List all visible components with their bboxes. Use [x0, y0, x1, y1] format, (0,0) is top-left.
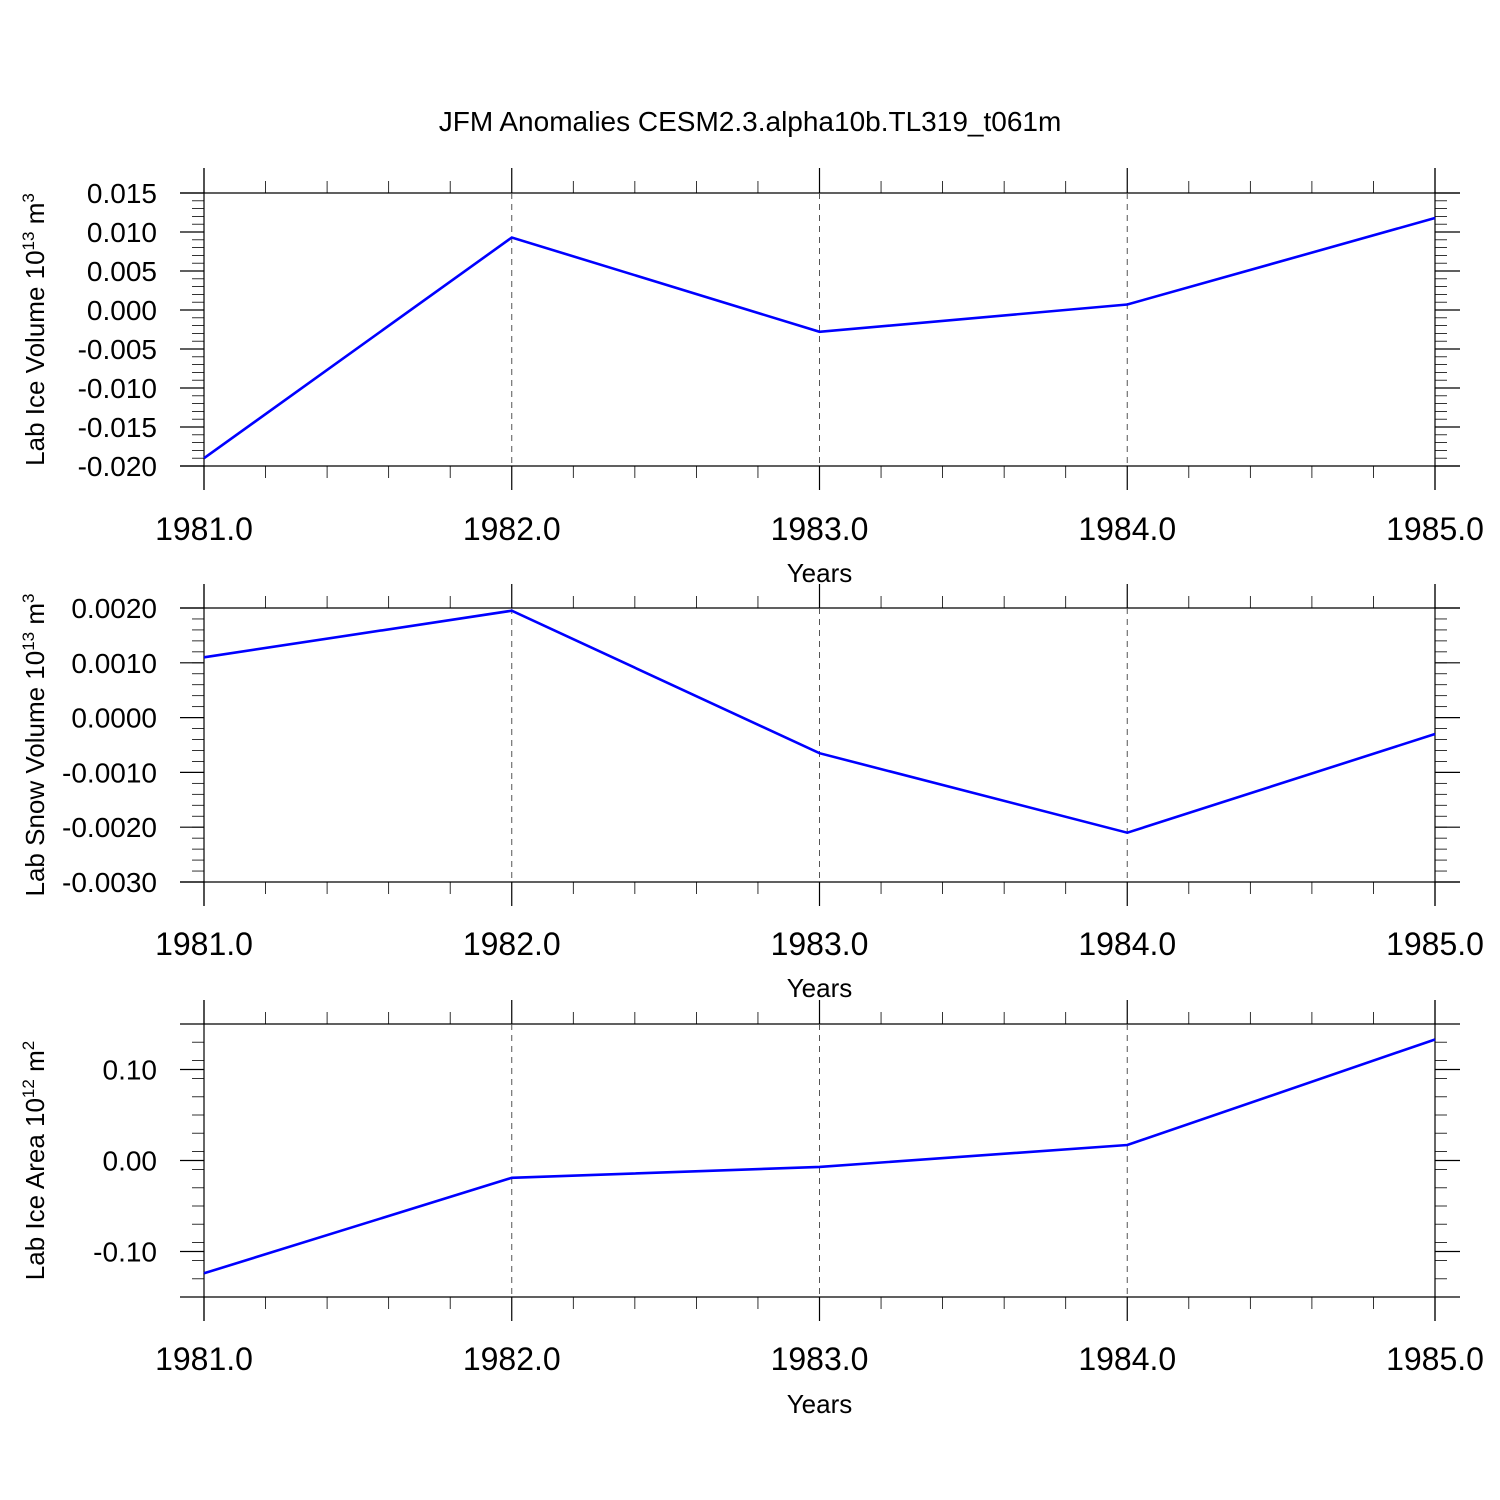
y-tick-label: -0.10	[93, 1237, 157, 1268]
y-tick-label: 0.0000	[71, 703, 157, 734]
series-line	[203, 609, 1436, 835]
x-tick-label: 1981.0	[155, 926, 253, 962]
x-tick-label: 1983.0	[771, 1341, 869, 1377]
y-tick-label: -0.020	[78, 451, 157, 482]
series-line	[203, 216, 1436, 460]
x-tick-label: 1983.0	[771, 926, 869, 962]
y-axis-title: Lab Snow Volume 1013 m3	[19, 593, 50, 896]
y-tick-label: 0.00	[103, 1146, 158, 1177]
series-line	[203, 1038, 1436, 1275]
y-tick-label: 0.005	[87, 256, 157, 287]
y-tick-label: 0.000	[87, 295, 157, 326]
y-tick-label: -0.0020	[62, 812, 157, 843]
panel-3: 1981.0 1982.0 1983.0 1984.0 1985.0 0.10 0.00 -0…	[19, 1000, 1484, 1419]
y-tick-label: -0.005	[78, 334, 157, 365]
x-tick-label: 1981.0	[155, 511, 253, 547]
panel-1: 1981.0 1982.0 1983.0 1984.0 1985.0 0.015 0.010…	[19, 168, 1484, 588]
y-tick-label: 0.015	[87, 178, 157, 209]
x-axis-title: Years	[787, 973, 853, 1003]
panel-2: 1981.0 1982.0 1983.0 1984.0 1985.0 0.0020 0.00…	[19, 584, 1484, 1003]
x-tick-label: 1984.0	[1078, 511, 1176, 547]
x-tick-label: 1981.0	[155, 1341, 253, 1377]
y-tick-label: -0.010	[78, 373, 157, 404]
y-tick-label: 0.0020	[71, 593, 157, 624]
y-tick-label: 0.10	[103, 1055, 158, 1086]
y-axis-title: Lab Ice Volume 1013 m3	[19, 193, 50, 466]
x-tick-label: 1982.0	[463, 511, 561, 547]
y-tick-label: -0.015	[78, 412, 157, 443]
y-tick-label: 0.0010	[71, 648, 157, 679]
x-tick-label: 1982.0	[463, 1341, 561, 1377]
y-tick-label: -0.0030	[62, 867, 157, 898]
x-tick-label: 1985.0	[1386, 1341, 1484, 1377]
x-axis-title: Years	[787, 1389, 853, 1419]
chart-title: JFM Anomalies CESM2.3.alpha10b.TL319_t06…	[439, 106, 1062, 137]
x-tick-label: 1982.0	[463, 926, 561, 962]
y-tick-label: -0.0010	[62, 757, 157, 788]
y-axis-title: Lab Ice Area 1012 m2	[19, 1041, 50, 1280]
y-tick-label: 0.010	[87, 217, 157, 248]
x-tick-label: 1984.0	[1078, 1341, 1176, 1377]
x-tick-label: 1985.0	[1386, 511, 1484, 547]
x-tick-label: 1983.0	[771, 511, 869, 547]
x-tick-label: 1984.0	[1078, 926, 1176, 962]
x-axis-title: Years	[787, 558, 853, 588]
x-tick-label: 1985.0	[1386, 926, 1484, 962]
